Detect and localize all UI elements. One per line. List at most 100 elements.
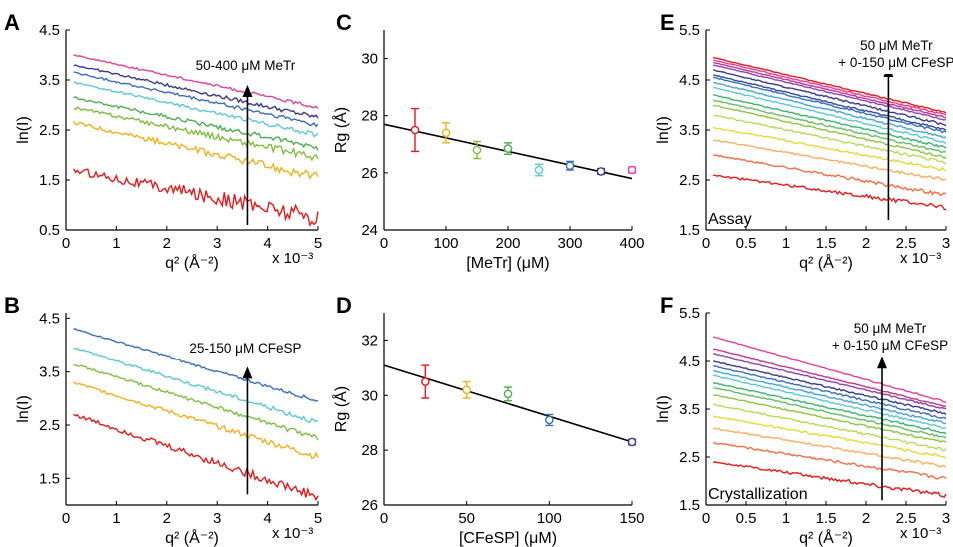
y-tick-label: 2.5 bbox=[39, 122, 60, 139]
series-line bbox=[713, 64, 947, 121]
data-point bbox=[503, 144, 513, 153]
panel-letter: E bbox=[660, 10, 675, 35]
series-line bbox=[73, 106, 319, 162]
data-point bbox=[545, 415, 554, 425]
y-tick-label: 1.5 bbox=[39, 470, 60, 487]
series-line bbox=[73, 413, 319, 502]
y-axis-label: ln(I) bbox=[15, 116, 32, 144]
y-tick-label: 30 bbox=[361, 387, 378, 404]
x-axis-label: [CFeSP] (μM) bbox=[459, 530, 557, 547]
series-line bbox=[73, 54, 319, 110]
y-tick-label: 4.5 bbox=[679, 72, 700, 89]
y-tick-label: 1.5 bbox=[679, 222, 700, 239]
panel-letter: C bbox=[336, 10, 352, 35]
data-point bbox=[472, 145, 482, 155]
series-line bbox=[73, 363, 319, 441]
x-tick-label: 1 bbox=[782, 235, 790, 252]
series-line bbox=[713, 374, 947, 430]
data-point bbox=[565, 161, 575, 171]
y-tick-label: 32 bbox=[361, 332, 378, 349]
series-line bbox=[712, 59, 947, 116]
series-line bbox=[713, 348, 947, 408]
series-line bbox=[712, 104, 947, 160]
x-axis-label: [MeTr] (μM) bbox=[466, 255, 549, 272]
arrow-head bbox=[877, 356, 887, 369]
series-line bbox=[713, 86, 947, 145]
x-multiplier: x 10⁻³ bbox=[900, 525, 941, 542]
y-tick-label: 28 bbox=[361, 108, 378, 125]
annotation-background bbox=[175, 337, 316, 359]
data-point bbox=[503, 389, 513, 399]
series-line bbox=[713, 360, 947, 416]
y-tick-label: 3.5 bbox=[39, 364, 60, 381]
series-line bbox=[73, 81, 319, 138]
arrow-head bbox=[242, 366, 253, 379]
y-tick-label: 24 bbox=[361, 222, 378, 239]
y-tick-label: 4.5 bbox=[39, 22, 60, 39]
series-line bbox=[713, 394, 947, 443]
panel-f: F 0 0.5 1 1.5 2 2.5 3 1.5 2.5 3.5 4.5 5.5 ln(I) q² (Å⁻… bbox=[655, 293, 953, 547]
y-tick-label: 2.5 bbox=[39, 417, 60, 434]
panel-a: A 0 1 2 3 4 5 0.5 1.5 2.5 3.5 4.5 ln(I) q² (Å⁻²) x 10⁻… bbox=[4, 10, 322, 272]
y-tick-label: 26 bbox=[361, 497, 378, 514]
inset-label: Assay bbox=[708, 211, 752, 228]
series-line bbox=[73, 95, 319, 151]
x-tick-label: 100 bbox=[433, 235, 458, 252]
x-tick-label: 0 bbox=[380, 235, 388, 252]
x-tick-label: 300 bbox=[557, 235, 582, 252]
data-point bbox=[627, 165, 637, 175]
y-axis-label: Rg (Å) bbox=[331, 386, 350, 432]
x-tick-label: 0 bbox=[380, 510, 388, 527]
x-tick-label: 3 bbox=[942, 235, 950, 252]
x-tick-label: 2 bbox=[163, 510, 171, 527]
panel-letter: F bbox=[660, 293, 673, 318]
inset-label: Crystallization bbox=[708, 486, 808, 503]
data-point bbox=[627, 437, 637, 447]
x-tick-label: 2 bbox=[862, 510, 870, 527]
data-point bbox=[421, 377, 430, 386]
y-tick-label: 0.5 bbox=[39, 222, 60, 239]
series-line bbox=[713, 442, 947, 480]
data-point bbox=[596, 167, 606, 176]
series-line bbox=[712, 415, 947, 459]
x-tick-label: 2 bbox=[163, 235, 171, 252]
y-tick-label: 26 bbox=[361, 165, 378, 182]
series-line bbox=[72, 168, 319, 227]
series-line bbox=[713, 114, 947, 165]
series-line bbox=[712, 381, 947, 435]
annotation-text: + 0-150 μM CFeSP bbox=[832, 338, 948, 353]
y-tick-label: 2.5 bbox=[679, 172, 700, 189]
x-tick-label: 3 bbox=[942, 510, 950, 527]
series-line bbox=[713, 369, 947, 425]
data-point bbox=[410, 125, 420, 135]
series-line bbox=[712, 74, 947, 131]
data-point bbox=[462, 385, 471, 395]
series-line bbox=[713, 365, 947, 420]
y-tick-label: 3.5 bbox=[679, 122, 700, 139]
annotation-text: 50 μM MeTr bbox=[854, 321, 927, 336]
x-tick-label: 1 bbox=[112, 235, 120, 252]
x-tick-label: 3 bbox=[213, 235, 221, 252]
series-line bbox=[713, 82, 947, 139]
y-tick-label: 30 bbox=[361, 51, 378, 68]
x-tick-label: 0.5 bbox=[736, 235, 757, 252]
series-line bbox=[713, 174, 947, 211]
x-tick-label: 1.5 bbox=[816, 510, 837, 527]
x-tick-label: 1.5 bbox=[816, 235, 837, 252]
y-axis-label: ln(I) bbox=[655, 116, 672, 144]
x-tick-label: 4 bbox=[263, 510, 271, 527]
series-line bbox=[712, 403, 947, 452]
series-line bbox=[712, 352, 947, 410]
x-tick-label: 1 bbox=[112, 510, 120, 527]
series-line bbox=[73, 328, 319, 402]
series-line bbox=[713, 336, 947, 403]
y-tick-label: 1.5 bbox=[679, 497, 700, 514]
y-axis-label: ln(I) bbox=[15, 395, 32, 423]
x-tick-label: 2.5 bbox=[896, 510, 917, 527]
x-axis-label: q² (Å⁻²) bbox=[165, 528, 219, 547]
y-axis-label: Rg (Å) bbox=[331, 107, 350, 153]
series-line bbox=[73, 120, 319, 180]
y-axis-label: ln(I) bbox=[655, 395, 672, 423]
x-tick-label: 50 bbox=[458, 510, 475, 527]
